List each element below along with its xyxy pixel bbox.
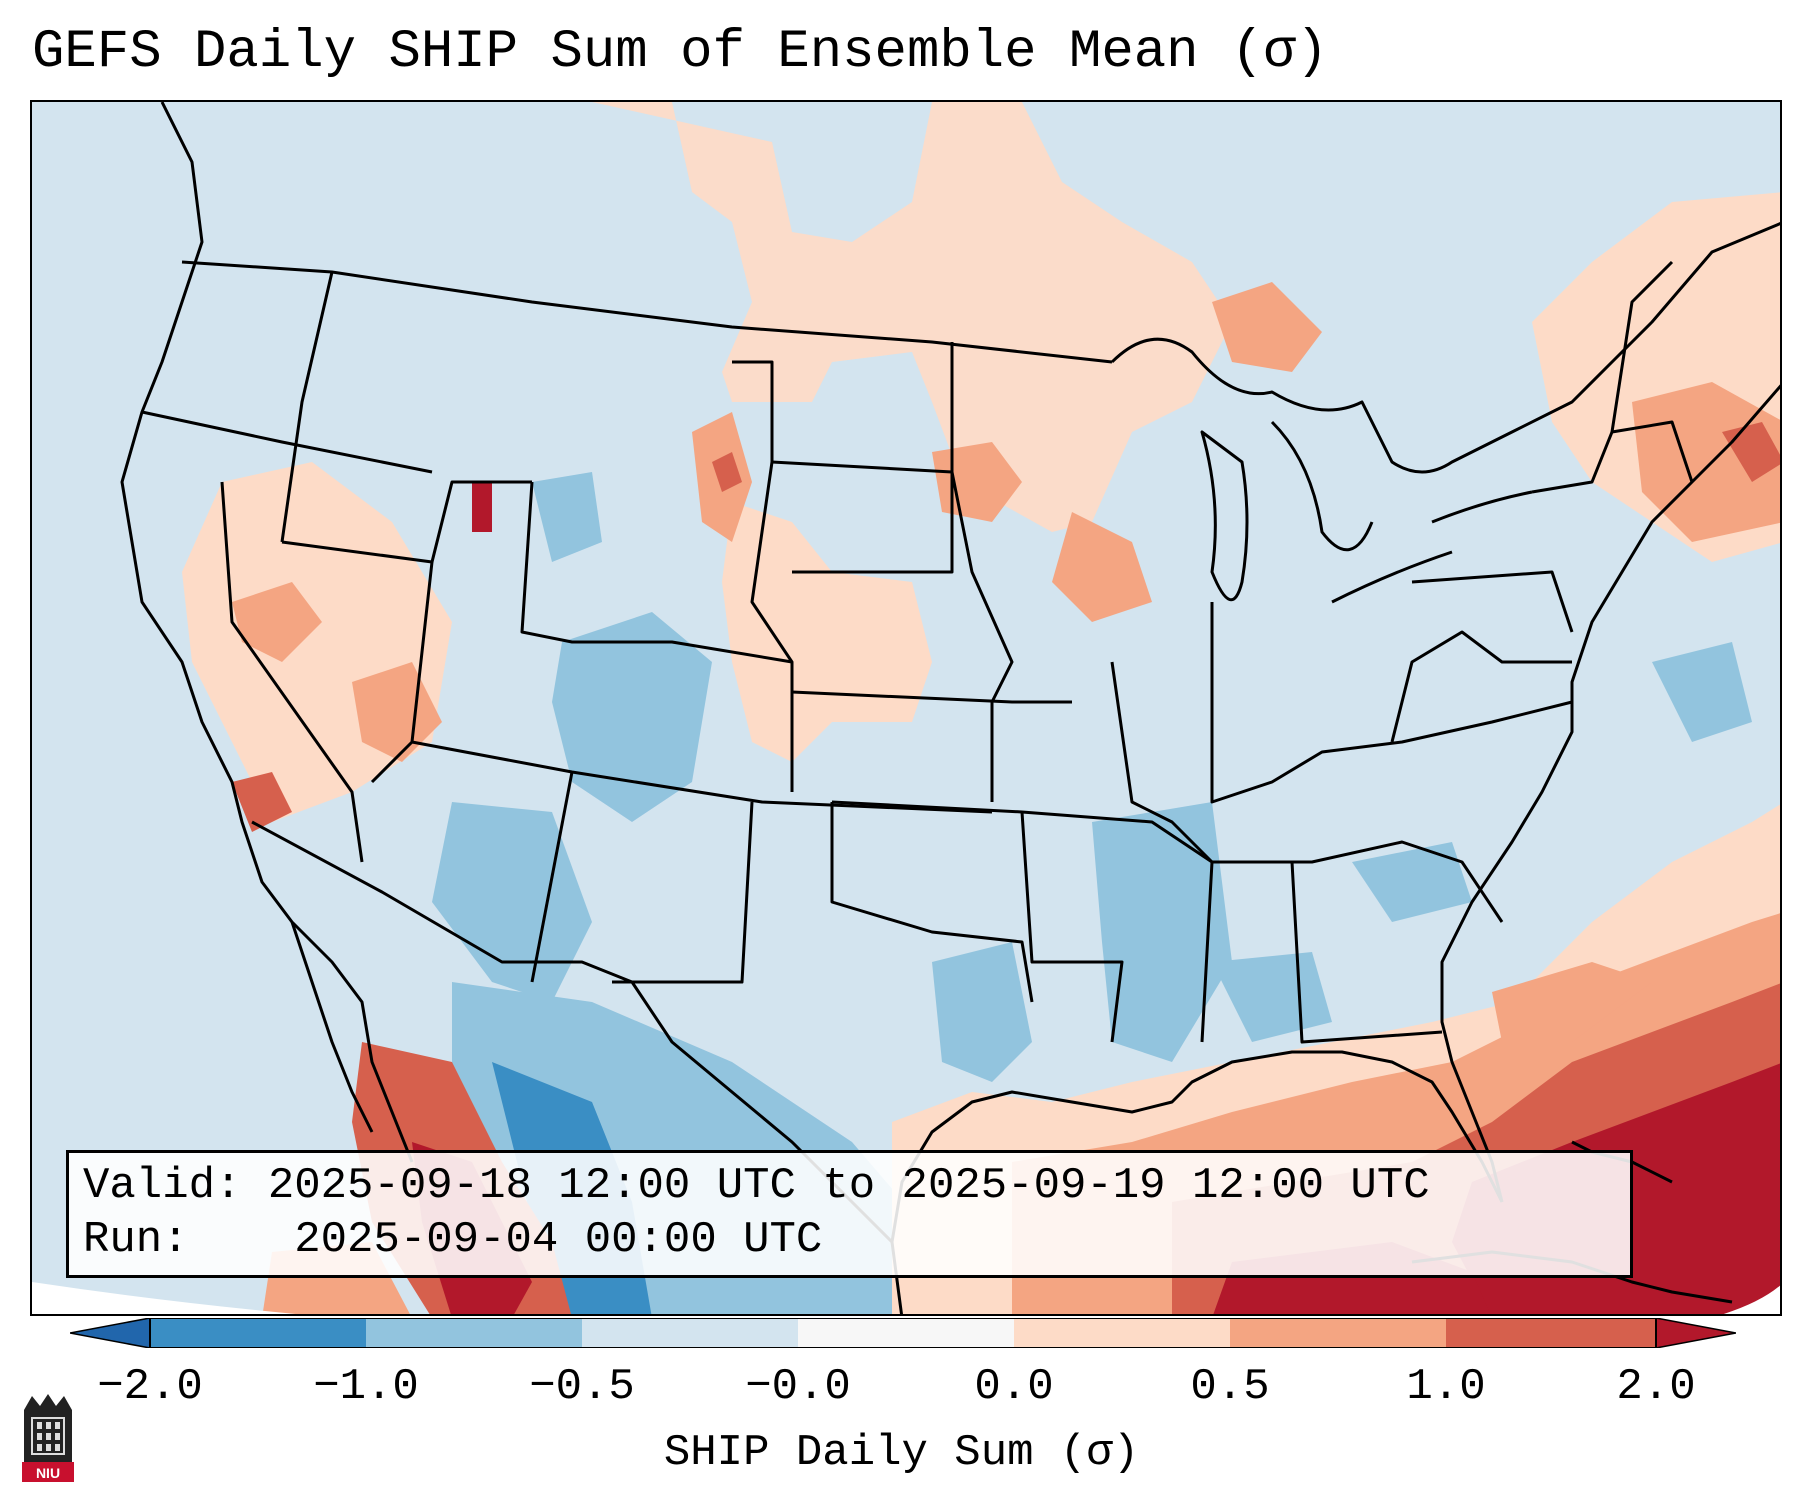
map-canvas — [32, 102, 1780, 1314]
run-label: Run: — [83, 1215, 189, 1265]
lake-erie — [1331, 550, 1453, 604]
anomaly-atlantic-se — [1492, 962, 1652, 1042]
coast-baja — [290, 921, 374, 1133]
anomaly-carolina-blue — [1352, 842, 1472, 922]
map-panel — [30, 100, 1782, 1316]
colorbar — [70, 1318, 1736, 1348]
state-ks-north — [791, 690, 1072, 704]
niu-logo: NIU — [22, 1394, 74, 1482]
state-mt-dakotas — [732, 360, 794, 792]
logo-banner — [22, 1462, 74, 1482]
valid-value: 2025-09-18 12:00 UTC to 2025-09-19 12:00… — [267, 1161, 1430, 1211]
colorbar-label: SHIP Daily Sum (σ) — [663, 1428, 1140, 1478]
state-nm-tx — [612, 801, 754, 984]
colorbar-segment-7 — [1446, 1318, 1656, 1348]
colorbar-tick-label: 1.0 — [1406, 1362, 1486, 1412]
anomaly-mississippi-blue — [1092, 802, 1232, 1062]
state-pa — [1411, 570, 1574, 633]
run-line: Run: 2025-09-04 00:00 UTC — [83, 1213, 1616, 1267]
colorbar-segment-6 — [1230, 1318, 1446, 1348]
state-mn-ia — [950, 342, 1014, 802]
lake-michigan — [1200, 430, 1249, 602]
anomaly-ontario — [1212, 282, 1322, 372]
state-vt-nh — [1610, 260, 1674, 433]
anomaly-north-plains — [592, 102, 1232, 532]
anomaly-colorado-blue — [552, 612, 712, 822]
state-nv-ca — [220, 481, 364, 863]
boundaries — [120, 102, 1780, 1314]
colorbar-segment-1 — [150, 1318, 366, 1348]
border-49n — [181, 260, 1113, 364]
state-in-ky-va — [1210, 602, 1573, 804]
anomaly-california — [232, 772, 292, 832]
anomaly-atlantic-blue — [1652, 642, 1752, 742]
state-il-ms — [1110, 661, 1214, 1043]
state-or-south — [141, 410, 433, 474]
coast-pacific — [120, 102, 414, 1163]
colorbar-extend-low — [70, 1318, 151, 1348]
logo-window-icon — [31, 1417, 65, 1455]
anomaly-texas-blue — [932, 942, 1032, 1082]
colorbar-tick-label: −0.5 — [529, 1362, 635, 1412]
colorbar-segment-4 — [798, 1318, 1014, 1348]
valid-label: Valid: — [83, 1161, 242, 1211]
state-ok-tx — [830, 802, 1034, 1003]
anomaly-wyoming-blue — [532, 472, 602, 562]
coast-gulf — [890, 1050, 1504, 1314]
colorbar-segment-5 — [1014, 1318, 1230, 1348]
valid-line: Valid: 2025-09-18 12:00 UTC to 2025-09-1… — [83, 1159, 1616, 1213]
state-oh-wv — [1390, 630, 1572, 743]
state-ar-la — [1020, 811, 1124, 1043]
state-tn-nc — [1212, 840, 1504, 923]
state-ok-north — [831, 800, 1213, 864]
state-al-ga-fl — [1290, 861, 1443, 1044]
lake-huron — [1270, 420, 1374, 552]
valid-run-info-box: Valid: 2025-09-18 12:00 UTC to 2025-09-1… — [66, 1150, 1633, 1278]
state-4-corners-row — [411, 740, 993, 814]
state-wy — [520, 481, 793, 664]
anomaly-spot-idaho — [472, 482, 492, 532]
colorbar-tick-label: −0.0 — [745, 1362, 851, 1412]
state-id-south — [281, 480, 532, 564]
projection-edge-right — [1723, 1285, 1780, 1314]
border-great-lakes — [1110, 222, 1780, 474]
projection-edge-left — [32, 1282, 296, 1314]
colorbar-tick-label: 0.0 — [974, 1362, 1054, 1412]
colorbar-segment-3 — [582, 1318, 798, 1348]
lake-ontario — [1431, 490, 1533, 524]
anomaly-arizona-blue — [432, 802, 592, 1002]
anomaly-spot-montana — [712, 452, 742, 492]
anomaly-nevada — [232, 582, 322, 662]
coast-atlantic — [1440, 384, 1780, 1203]
colorbar-extend-high — [1655, 1318, 1736, 1348]
colorbar-tick-label: −2.0 — [97, 1362, 203, 1412]
colorbar-segment-2 — [366, 1318, 582, 1348]
map-title: GEFS Daily SHIP Sum of Ensemble Mean (σ) — [32, 22, 1329, 83]
logo-text: NIU — [36, 1465, 60, 1481]
colorbar-outline — [149, 1318, 1657, 1348]
colorbar-tick-label: 2.0 — [1616, 1362, 1696, 1412]
colorbar-tick-label: −1.0 — [313, 1362, 419, 1412]
run-value: 2025-09-04 00:00 UTC — [294, 1215, 823, 1265]
state-az-nm — [530, 771, 574, 983]
state-wa-id — [280, 271, 334, 543]
anomaly-minnesota — [932, 442, 1022, 522]
state-sd — [771, 460, 954, 574]
colorbar-tick-label: 0.5 — [1190, 1362, 1270, 1412]
anomaly-wisconsin — [1052, 512, 1152, 622]
